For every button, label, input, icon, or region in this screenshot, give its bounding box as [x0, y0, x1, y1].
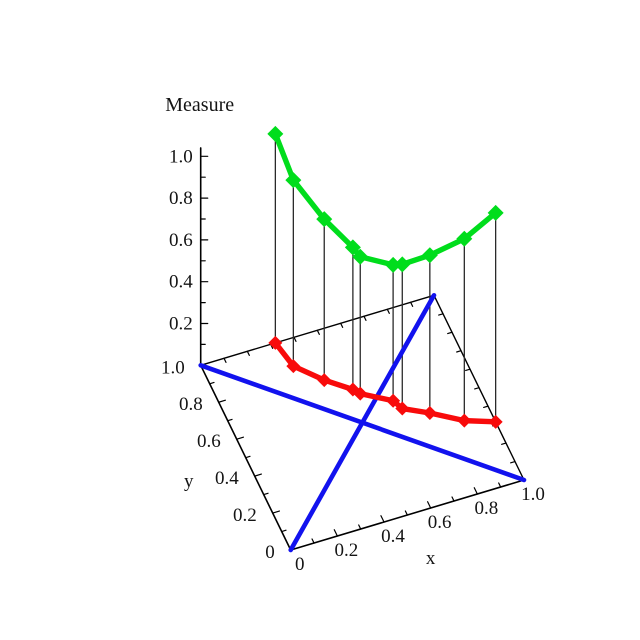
- top-edge-tick: [246, 350, 250, 356]
- top-edge-tick: [386, 308, 390, 314]
- top-edge-tick: [316, 329, 320, 335]
- y-axis-tick: [272, 510, 281, 514]
- measure-point-marker: [352, 248, 369, 265]
- x-axis-tick: [380, 515, 385, 523]
- top-edge-tick: [363, 315, 367, 321]
- path-point-marker: [488, 414, 503, 429]
- path-point-marker: [286, 359, 301, 374]
- x-axis-tick: [311, 538, 315, 544]
- diagonal-line-2: [198, 362, 527, 483]
- right-edge-tick: [474, 387, 480, 390]
- measure-point-marker: [267, 125, 284, 142]
- right-edge-tick: [483, 405, 489, 409]
- measure-point-marker: [344, 239, 361, 256]
- measure-curve: [267, 125, 504, 273]
- x-axis-tick: [473, 487, 478, 495]
- x-tick-label-0.6: 0.6: [428, 512, 452, 533]
- right-edge-tick: [438, 313, 444, 316]
- y-axis-tick: [263, 492, 269, 496]
- path-point-marker: [457, 413, 472, 428]
- top-edge-tick: [223, 357, 227, 363]
- right-edge-tick: [447, 331, 453, 335]
- y-tick-label-0: 0: [265, 542, 275, 563]
- right-edge-tick: [465, 368, 471, 372]
- path-point-marker: [317, 373, 332, 388]
- measure-curve-line: [272, 132, 498, 268]
- top-edge-tick: [340, 322, 344, 328]
- y-tick-label-0.2: 0.2: [233, 505, 257, 526]
- x-axis-tick: [451, 496, 455, 502]
- path-point-marker: [268, 335, 283, 350]
- path-curve: [268, 335, 503, 429]
- x-tick-label-0.4: 0.4: [381, 526, 405, 547]
- path-point-marker: [422, 405, 437, 420]
- right-edge-tick: [510, 460, 516, 464]
- y-axis-tick: [245, 455, 251, 459]
- measure-point-marker: [421, 247, 438, 264]
- y-axis-tick: [236, 436, 245, 440]
- x-axis-tick: [333, 529, 338, 537]
- path-point-marker: [395, 401, 410, 416]
- y-axis-tick: [254, 473, 263, 477]
- y-tick-label-0.6: 0.6: [197, 431, 221, 452]
- x-axis-tick: [358, 524, 362, 530]
- diagonal-lines: [198, 292, 527, 553]
- measure-point-marker: [285, 172, 302, 189]
- measure-point-marker: [394, 256, 411, 273]
- y-axis-tick: [209, 381, 215, 385]
- y-tick-label-0.8: 0.8: [179, 394, 203, 415]
- y-axis-tick: [218, 399, 227, 403]
- y-axis-title: y: [184, 471, 194, 492]
- measure-tick-label-1.0: 1.0: [169, 146, 193, 167]
- right-edge-tick: [501, 442, 507, 445]
- measure-axis: [199, 147, 209, 367]
- y-axis-tick: [281, 529, 287, 533]
- path-point-marker: [386, 393, 401, 408]
- axis-labels: 0 0.2 0.4 0.6 0.8 1.0 0 0.2 0.4 0.6 0.8 1.0 0.2 0.4 0.…: [161, 94, 545, 575]
- measure-point-marker: [487, 204, 504, 221]
- measure-point-marker: [316, 211, 333, 228]
- path-point-marker: [353, 386, 368, 401]
- x-axis-title: x: [426, 548, 436, 569]
- y-axis-tick: [227, 418, 233, 422]
- x-axis-tick: [498, 482, 502, 488]
- measure-tick-label-0.8: 0.8: [169, 188, 193, 209]
- measure-tick-label-0.6: 0.6: [169, 230, 193, 251]
- path-curve-line: [273, 341, 496, 425]
- measure-axis-title: Measure: [165, 94, 234, 116]
- right-edge-tick: [456, 350, 462, 353]
- drop-lines: [274, 133, 497, 423]
- x-tick-label-0.2: 0.2: [334, 540, 358, 561]
- x-tick-label-0.8: 0.8: [474, 498, 498, 519]
- y-tick-label-1.0: 1.0: [161, 357, 185, 378]
- measure-tick-label-0.2: 0.2: [169, 314, 193, 335]
- measure-tick-label-0.4: 0.4: [169, 272, 193, 293]
- x-axis-tick: [404, 510, 408, 516]
- base-plane-axes: [199, 294, 525, 551]
- x-tick-label-1.0: 1.0: [521, 484, 545, 505]
- top-edge-tick: [293, 336, 297, 342]
- y-tick-label-0.4: 0.4: [215, 468, 239, 489]
- x-axis-tick: [427, 501, 432, 509]
- measure-point-marker: [456, 230, 473, 247]
- measure-point-marker: [385, 256, 402, 273]
- top-edge-tick: [410, 301, 414, 307]
- x-tick-label-0: 0: [295, 554, 305, 575]
